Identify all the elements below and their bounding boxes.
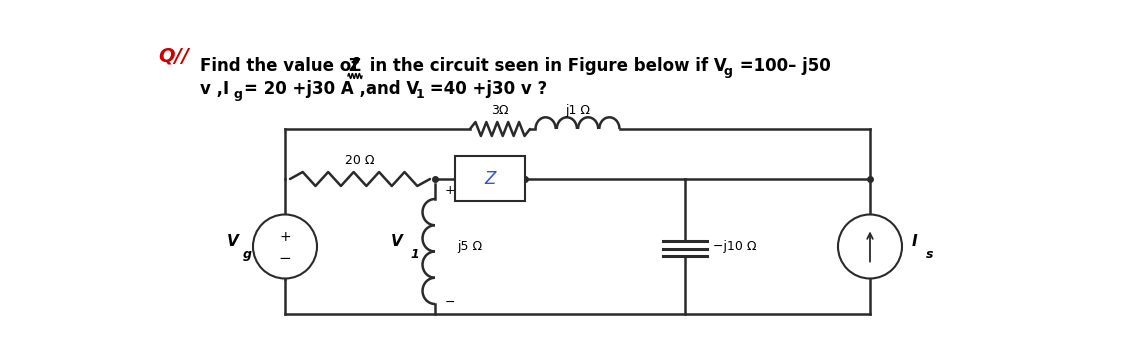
Text: −j10 Ω: −j10 Ω (713, 240, 756, 253)
Circle shape (253, 215, 317, 279)
Text: V: V (227, 234, 238, 249)
Text: +: + (279, 229, 290, 244)
Text: −: − (279, 251, 291, 266)
Text: 1: 1 (416, 87, 425, 100)
Text: g: g (234, 87, 243, 100)
Text: =100– j50: =100– j50 (734, 57, 830, 75)
Circle shape (838, 215, 902, 279)
Text: v ,I: v ,I (200, 80, 230, 98)
Text: −: − (446, 296, 456, 309)
Text: j1 Ω: j1 Ω (565, 104, 590, 117)
Text: +: + (446, 184, 456, 197)
Text: s: s (926, 248, 934, 261)
Text: Z: Z (484, 170, 496, 188)
Text: V: V (392, 234, 403, 249)
Text: j5 Ω: j5 Ω (457, 240, 483, 253)
Text: 1: 1 (411, 248, 420, 261)
Text: in the circuit seen in Figure below if V: in the circuit seen in Figure below if V (364, 57, 727, 75)
Text: Z: Z (348, 57, 360, 75)
Text: 20 Ω: 20 Ω (345, 154, 375, 167)
Text: Q//: Q// (158, 46, 189, 65)
Text: g: g (724, 65, 732, 77)
Text: I: I (912, 234, 918, 249)
Text: Find the value of: Find the value of (200, 57, 364, 75)
Text: = 20 +j30 A ,and V: = 20 +j30 A ,and V (244, 80, 420, 98)
Text: 3Ω: 3Ω (492, 104, 508, 117)
Bar (455, 156, 525, 201)
Text: g: g (243, 248, 252, 261)
Text: =40 +j30 v ?: =40 +j30 v ? (424, 80, 547, 98)
